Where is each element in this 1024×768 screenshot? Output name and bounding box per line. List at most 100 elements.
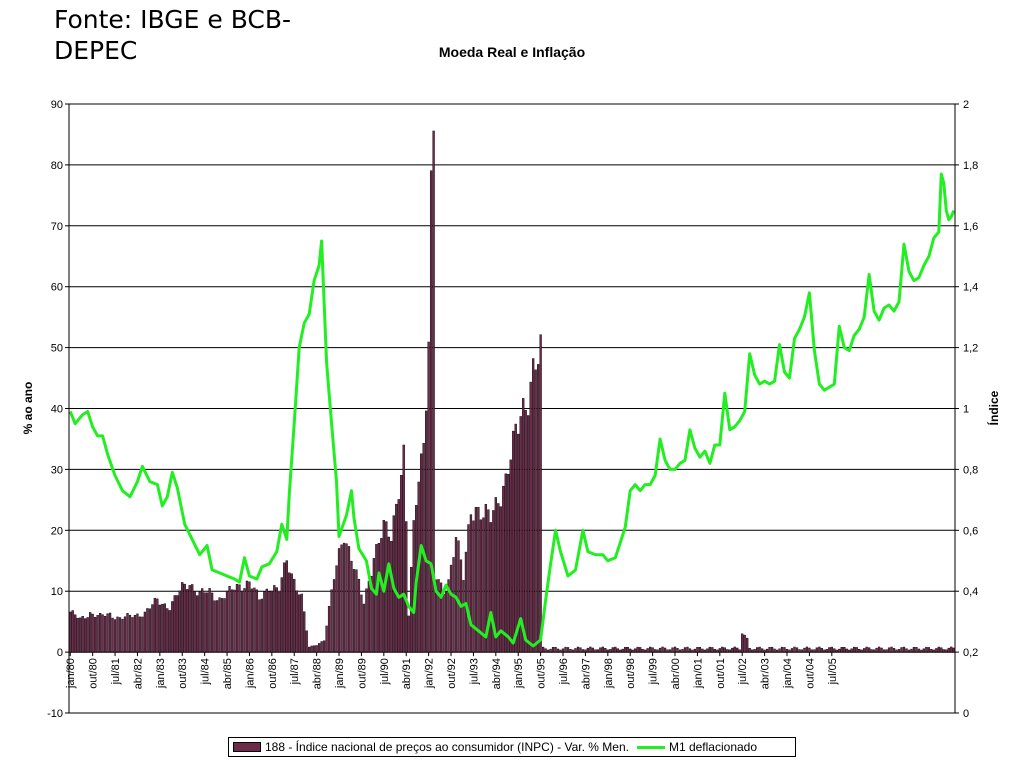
inpc-bar: [621, 648, 624, 653]
inpc-bar: [698, 646, 702, 653]
legend: 188 - Índice nacional de preços ao consu…: [228, 737, 796, 757]
x-tick-label: out/92: [446, 658, 458, 689]
inpc-bar: [755, 647, 759, 653]
x-tick-label: jul/96: [558, 658, 570, 685]
inpc-bar: [870, 649, 873, 653]
inpc-bar: [198, 591, 201, 653]
left-tick-label: 0: [57, 647, 63, 659]
inpc-bar: [609, 649, 612, 653]
inpc-bar: [599, 647, 602, 653]
inpc-bar: [619, 649, 622, 653]
inpc-bar: [579, 647, 582, 653]
inpc-bar: [439, 582, 443, 653]
inpc-bar: [225, 590, 229, 653]
inpc-bar: [952, 647, 955, 653]
inpc-bar: [512, 430, 515, 653]
inpc-bar: [718, 648, 721, 653]
inpc-bar: [713, 649, 716, 653]
inpc-bar: [240, 590, 244, 653]
inpc-bar: [760, 648, 764, 653]
inpc-bar: [738, 649, 741, 653]
inpc-bar: [235, 584, 239, 653]
inpc-bar: [347, 546, 351, 653]
x-tick-label: jan/92: [424, 658, 436, 689]
inpc-bar: [158, 604, 161, 653]
inpc-bar: [101, 614, 104, 653]
inpc-bar: [853, 646, 856, 653]
inpc-bar: [527, 415, 530, 653]
inpc-bar: [882, 649, 886, 653]
inpc-bar: [653, 649, 657, 653]
source-note: Fonte: IBGE e BCB-DEPEC: [54, 5, 292, 65]
inpc-bar: [676, 648, 679, 653]
inpc-bar: [838, 648, 841, 653]
inpc-bar: [925, 646, 928, 653]
inpc-bar: [317, 643, 321, 653]
inpc-bar: [768, 647, 771, 653]
inpc-bar: [611, 647, 614, 653]
x-tick-label: out/83: [177, 658, 189, 689]
right-tick-label: 1: [963, 404, 969, 416]
inpc-bar: [176, 595, 179, 653]
inpc-bar: [248, 581, 251, 653]
right-tick-label: 1,4: [963, 282, 978, 294]
inpc-bar: [79, 617, 82, 653]
inpc-bar: [502, 485, 505, 653]
inpc-bar: [723, 647, 726, 653]
inpc-bar: [103, 616, 107, 653]
inpc-bar: [325, 625, 328, 653]
inpc-bar: [332, 579, 336, 653]
inpc-bar: [322, 640, 326, 653]
inpc-bar: [823, 649, 826, 653]
inpc-bar: [230, 589, 234, 653]
inpc-bar: [303, 611, 306, 653]
inpc-bar: [352, 569, 356, 653]
inpc-bar: [514, 423, 517, 653]
inpc-bar: [614, 646, 617, 653]
inpc-bar: [106, 613, 109, 653]
inpc-bar: [178, 590, 181, 653]
inpc-bar: [840, 647, 843, 653]
right-tick-label: 0,4: [963, 586, 978, 598]
inpc-bar: [210, 592, 214, 653]
x-tick-label: jan/89: [334, 658, 346, 689]
inpc-bar: [813, 649, 816, 653]
inpc-bar: [116, 616, 119, 653]
inpc-bar: [900, 647, 903, 653]
inpc-bar: [753, 649, 756, 653]
x-tick-label: jan/01: [692, 658, 704, 689]
inpc-bar: [315, 645, 318, 653]
x-tick-label: abr/97: [580, 658, 592, 689]
inpc-bar: [765, 648, 769, 653]
inpc-bar: [337, 548, 341, 653]
inpc-bar: [663, 647, 667, 653]
inpc-bar: [377, 542, 380, 653]
inpc-bar: [937, 646, 940, 653]
inpc-bar: [131, 617, 134, 653]
x-tick-label: abr/03: [760, 658, 772, 689]
inpc-bar: [656, 649, 659, 653]
x-tick-label: jan/95: [513, 658, 525, 689]
inpc-bar: [128, 614, 132, 653]
inpc-bar: [574, 648, 577, 653]
inpc-bar: [263, 591, 266, 653]
inpc-bar: [741, 633, 744, 653]
inpc-bar: [773, 648, 776, 653]
inpc-bar: [604, 648, 607, 653]
x-axis-ticks: jan/80 out/80 jul/81 abr/82 jan/83 out/83 jul/…: [65, 652, 839, 689]
inpc-bar: [205, 592, 209, 653]
inpc-bar: [395, 503, 398, 653]
left-tick-label: 20: [51, 525, 63, 537]
inpc-bar: [320, 641, 323, 653]
inpc-bar: [191, 584, 194, 653]
x-tick-label: abr/85: [222, 658, 234, 689]
inpc-bar: [815, 647, 819, 653]
inpc-bar: [489, 522, 492, 653]
inpc-bar: [808, 647, 811, 653]
inpc-bar: [616, 648, 619, 653]
inpc-bar: [497, 503, 500, 653]
inpc-bar: [375, 544, 378, 653]
inpc-bar: [907, 649, 911, 653]
inpc-bar: [74, 614, 77, 653]
